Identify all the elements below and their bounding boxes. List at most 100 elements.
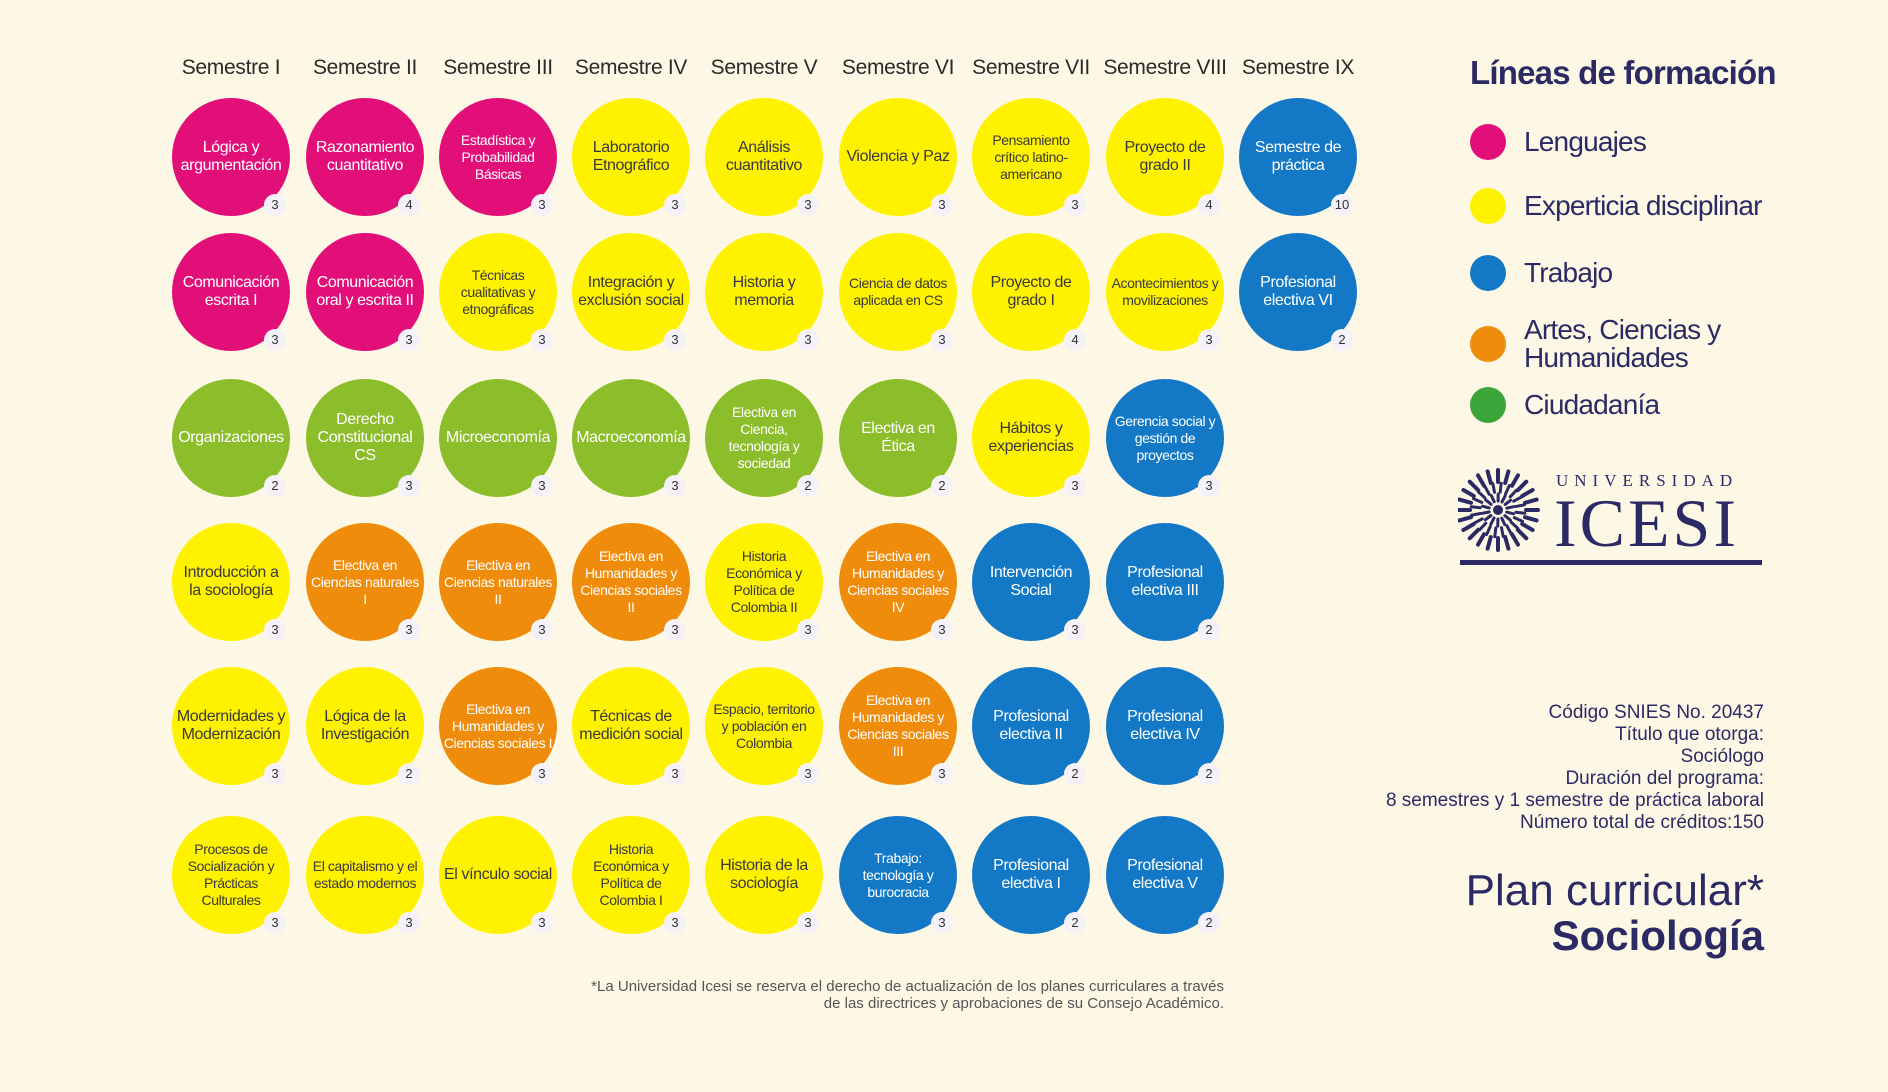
legend-item-artes: Artes, Ciencias y Humanidades bbox=[1470, 316, 1744, 372]
course-circle: Electiva en Ciencias naturales I 3 bbox=[306, 523, 424, 641]
course-credits: 3 bbox=[264, 619, 286, 641]
total-credits: Número total de créditos:150 bbox=[1520, 812, 1764, 833]
semester-header: Semestre VII bbox=[972, 56, 1090, 79]
course-circle: Técnicas cualitativas y etnográficas 3 bbox=[439, 233, 557, 351]
course-circle: Historia de la sociología 3 bbox=[705, 816, 823, 934]
legend-label: Trabajo bbox=[1524, 257, 1613, 288]
course-name: Integración y exclusión social bbox=[578, 274, 684, 309]
course-credits: 3 bbox=[797, 619, 819, 641]
course-name: Proyecto de grado II bbox=[1124, 139, 1206, 174]
legend-item-experticia: Experticia disciplinar bbox=[1470, 188, 1762, 224]
course-circle: Profesional electiva VI 2 bbox=[1239, 233, 1357, 351]
course-name: Profesional electiva I bbox=[993, 857, 1069, 892]
footnote-line: *La Universidad Icesi se reserva el dere… bbox=[591, 978, 1224, 995]
course-circle: Profesional electiva III 2 bbox=[1106, 523, 1224, 641]
course-name: Electiva en Humanidades y Ciencias socia… bbox=[580, 548, 682, 615]
course-circle: Ciencia de datos aplicada en CS 3 bbox=[839, 233, 957, 351]
course-credits: 3 bbox=[531, 619, 553, 641]
course-credits: 3 bbox=[398, 912, 420, 934]
course-circle: Semestre de práctica 10 bbox=[1239, 98, 1357, 216]
semester-header: Semestre V bbox=[710, 56, 818, 79]
course-name: Profesional electiva II bbox=[993, 708, 1069, 743]
course-name: Modernidades y Modernización bbox=[176, 708, 286, 743]
course-credits: 4 bbox=[1198, 194, 1220, 216]
course-name: Historia de la sociología bbox=[720, 857, 808, 892]
course-credits: 2 bbox=[264, 475, 286, 497]
course-name: Historia Económica y Política de Colombi… bbox=[726, 548, 802, 615]
course-circle: Proyecto de grado I 4 bbox=[972, 233, 1090, 351]
course-circle: Laboratorio Etnográfico 3 bbox=[572, 98, 690, 216]
course-credits: 2 bbox=[1198, 619, 1220, 641]
legend-label: Ciudadanía bbox=[1524, 389, 1660, 420]
course-name: Violencia y Paz bbox=[846, 148, 950, 165]
course-name: Electiva en Ciencias naturales II bbox=[444, 556, 552, 607]
footnote-line: de las directrices y aprobaciones de su … bbox=[823, 995, 1224, 1012]
course-name: El vínculo social bbox=[444, 866, 552, 883]
course-name: Trabajo: tecnología y burocracia bbox=[862, 849, 934, 900]
course-credits: 3 bbox=[797, 763, 819, 785]
legend-dot bbox=[1470, 326, 1506, 362]
course-credits: 3 bbox=[264, 763, 286, 785]
course-name: Profesional electiva IV bbox=[1127, 708, 1203, 743]
course-circle: Electiva en Ciencias naturales II 3 bbox=[439, 523, 557, 641]
legend-dot bbox=[1470, 387, 1506, 423]
course-name: Historia Económica y Política de Colombi… bbox=[593, 841, 669, 908]
course-credits: 3 bbox=[664, 619, 686, 641]
course-credits: 3 bbox=[1064, 194, 1086, 216]
course-circle: El capitalismo y el estado modernos 3 bbox=[306, 816, 424, 934]
logo-universidad-text: UNIVERSIDAD bbox=[1556, 471, 1738, 490]
program-name: Sociología bbox=[1551, 912, 1764, 959]
course-name: Electiva en Humanidades y Ciencias socia… bbox=[847, 692, 949, 759]
course-credits: 3 bbox=[1064, 619, 1086, 641]
course-credits: 3 bbox=[531, 763, 553, 785]
course-circle: Pensamiento crítico latino-americano 3 bbox=[972, 98, 1090, 216]
course-circle: Integración y exclusión social 3 bbox=[572, 233, 690, 351]
course-credits: 3 bbox=[931, 763, 953, 785]
course-circle: Profesional electiva V 2 bbox=[1106, 816, 1224, 934]
course-circle: Lógica y argumentación 3 bbox=[172, 98, 290, 216]
course-circle: Profesional electiva I 2 bbox=[972, 816, 1090, 934]
course-circle: Macroeconomía 3 bbox=[572, 379, 690, 497]
course-circle: Comunicación escrita I 3 bbox=[172, 233, 290, 351]
course-circle: Espacio, territorio y población en Colom… bbox=[705, 667, 823, 785]
course-circle: Procesos de Socialización y Prácticas Cu… bbox=[172, 816, 290, 934]
course-name: Microeconomía bbox=[445, 429, 551, 446]
course-circle: Gerencia social y gestión de proyectos 3 bbox=[1106, 379, 1224, 497]
course-credits: 2 bbox=[1064, 763, 1086, 785]
course-name: Hábitos y experiencias bbox=[988, 420, 1074, 455]
course-circle: Lógica de la Investigación 2 bbox=[306, 667, 424, 785]
legend-dot bbox=[1470, 255, 1506, 291]
course-credits: 3 bbox=[797, 194, 819, 216]
course-circle: El vínculo social 3 bbox=[439, 816, 557, 934]
course-credits: 4 bbox=[1064, 329, 1086, 351]
course-credits: 2 bbox=[931, 475, 953, 497]
course-circle: Profesional electiva II 2 bbox=[972, 667, 1090, 785]
course-circle: Derecho Constitucional CS 3 bbox=[306, 379, 424, 497]
course-circle: Introducción a la sociología 3 bbox=[172, 523, 290, 641]
course-credits: 3 bbox=[264, 912, 286, 934]
course-credits: 3 bbox=[797, 912, 819, 934]
course-name: Comunicación escrita I bbox=[182, 274, 280, 309]
course-credits: 3 bbox=[664, 763, 686, 785]
course-credits: 3 bbox=[797, 329, 819, 351]
course-circle: Microeconomía 3 bbox=[439, 379, 557, 497]
course-credits: 3 bbox=[664, 475, 686, 497]
course-name: Comunicación oral y escrita II bbox=[316, 274, 414, 309]
course-name: Electiva en Ética bbox=[861, 420, 935, 455]
course-name: Electiva en Ciencias naturales I bbox=[311, 556, 419, 607]
course-circle: Estadística y Probabilidad Básicas 3 bbox=[439, 98, 557, 216]
legend-label: Lenguajes bbox=[1524, 126, 1647, 157]
semester-header: Semestre I bbox=[181, 56, 281, 79]
course-name: Profesional electiva VI bbox=[1260, 274, 1336, 309]
course-name: Análisis cuantitativo bbox=[725, 139, 803, 174]
course-circle: Intervención Social 3 bbox=[972, 523, 1090, 641]
course-credits: 3 bbox=[1198, 475, 1220, 497]
course-credits: 3 bbox=[264, 329, 286, 351]
course-credits: 3 bbox=[531, 912, 553, 934]
legend-label: Artes, Ciencias y Humanidades bbox=[1524, 314, 1721, 373]
course-circle: Electiva en Ética 2 bbox=[839, 379, 957, 497]
course-name: Profesional electiva III bbox=[1127, 564, 1203, 599]
footnote: *La Universidad Icesi se reserva el dere… bbox=[591, 978, 1224, 1012]
legend-dot bbox=[1470, 188, 1506, 224]
course-circle: Hábitos y experiencias 3 bbox=[972, 379, 1090, 497]
